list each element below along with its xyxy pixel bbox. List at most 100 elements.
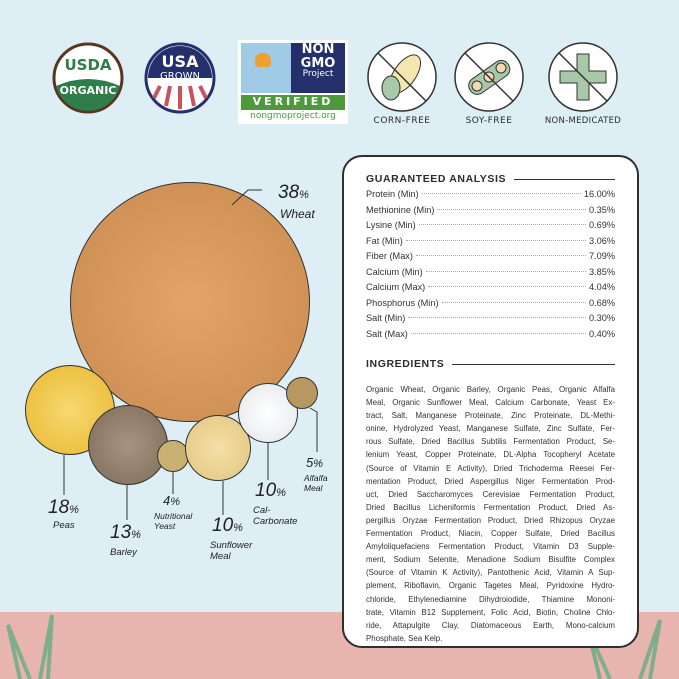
sunflower-meal-circle [185,415,251,481]
nutrient-name: Fiber (Max) [366,251,413,261]
ingredients-text: Organic Wheat, Organic Barley, Organic P… [366,383,615,645]
verified-text: VERIFIED [241,95,345,110]
analysis-row: Protein (Min) 16.00% [366,189,615,205]
analysis-row: Fiber (Max) 7.09% [366,251,615,267]
sunflower-meal-label: Sunflower Meal [210,540,253,563]
barley-percent: 13% [110,522,141,543]
nutritional-yeast-label: Nutritional Yeast [154,511,193,532]
non-text: NON [301,42,335,57]
nutrient-name: Salt (Max) [366,328,408,339]
dot-leader [441,301,586,303]
analysis-row: Calcium (Max) 4.04% [366,282,615,298]
nutrient-value: 3.85% [588,266,615,277]
ingredients-line: chloride, Ethylenediamine Dihydroiodide,… [366,594,615,604]
corn-free-badge: CORN-FREE [365,40,439,130]
nutrient-name: Salt (Min) [366,313,406,323]
ingredients-heading: INGREDIENTS [366,358,615,370]
nutrient-name: Fat (Min) [366,235,403,246]
ingredients-line: (Source of Vitamin K Activity), Pantothe… [366,568,615,578]
nutrient-name: Protein (Min) [366,189,419,199]
medical-cross-icon [548,42,618,112]
ingredients-line: Phosphate, Sea Kelp. [366,633,443,643]
butterfly-icon [241,43,291,93]
alfalfa-meal-label: Alfalfa Meal [304,473,328,494]
nutrition-panel: GUARANTEED ANALYSIS Protein (Min) 16.00% M… [342,155,639,648]
non-medicated-badge: NON-MEDICATED [538,40,628,130]
analysis-row: Salt (Max) 0.40% [366,329,615,345]
analysis-row: Methionine (Min) 0.35% [366,205,615,221]
ingredients-line: uct, Dried Saccharomyces Cerevisiae Ferm… [366,489,615,499]
nutrient-name: Calcium (Min) [366,266,423,277]
dot-leader [425,270,586,272]
alfalfa-meal-circle [286,377,318,409]
nutrient-name: Methionine (Min) [366,204,435,215]
dot-leader [415,255,586,256]
dot-leader [405,239,586,241]
ingredients-line: Amyloliquefaciens Fermentation Product, … [366,542,615,552]
gmo-text: GMO [300,55,336,71]
ingredients-line: plement, Riboflavin, Organic Tagetes Mea… [366,581,615,591]
ingredients-line: ride, Attapulgite Clay, Diatomaceous Ear… [366,620,615,630]
usa-grown-badge: USA GROWN [144,42,216,114]
nutrient-value: 0.30% [588,313,615,323]
nutritional-yeast-percent: 4% [163,493,181,508]
analysis-row: Salt (Min) 0.30% [366,313,615,329]
barley-label: Barley [110,547,137,558]
analysis-table: Protein (Min) 16.00% Methionine (Min) 0.35%… [366,189,615,344]
ingredients-line: ment, Sodium Selenite, Menadione Sodium … [366,555,615,565]
ingredients-line: lenium Yeast, Copper Proteinate, DL-Alph… [366,450,615,460]
wheat-label: Wheat [280,207,315,221]
nutrient-name: Phosphorus (Min) [366,297,439,308]
non-medicated-label: NON-MEDICATED [544,116,622,126]
dot-leader [418,224,586,225]
dot-leader [410,332,586,334]
usda-organic-badge: USDA ORGANIC [52,42,124,114]
ingredients-line: Meal, Organic Sunflower Meal, Calcium Ca… [366,398,615,408]
ingredients-line: tract, Salt, Manganese Proteinate, Zinc … [366,411,615,421]
usa-text: USA [161,52,199,71]
soy-free-label: SOY-FREE [465,116,513,126]
ingredients-line: onine, Hydrolyzed Yeast, Manganese Sulfa… [366,424,615,434]
nutrient-value: 0.69% [588,220,615,230]
dot-leader [428,286,586,287]
ingredients-line: Organic Wheat, Organic Barley, Organic P… [366,385,615,394]
nutrient-value: 4.04% [588,282,615,292]
soybean-icon [454,42,524,112]
project-text: Project [302,69,334,80]
ingredients-line: Dried Bacillus Licheniformis Fermentatio… [366,502,615,512]
guaranteed-analysis-heading: GUARANTEED ANALYSIS [366,173,615,185]
ingredients-line: pergillus Oryzae Fermentation Product, D… [366,515,615,525]
nutritional-yeast-circle [157,440,189,472]
wheat-percent: 38% [278,182,309,203]
grass-decoration [6,614,662,679]
non-gmo-badge: NON GMO Project VERIFIED nongmoproject.o… [238,40,348,124]
cal-carbonate-percent: 10% [255,480,286,501]
grown-text: GROWN [160,71,200,82]
nutrient-name: Calcium (Max) [366,282,426,292]
analysis-row: Fat (Min) 3.06% [366,236,615,252]
analysis-row: Calcium (Min) 3.85% [366,267,615,283]
corn-icon [367,42,437,112]
dot-leader [421,193,581,194]
nutrient-value: 0.35% [588,204,615,215]
ingredients-line: trate, Vitamin B12 Supplement, Folic Aci… [366,607,615,617]
nutrient-value: 3.06% [588,235,615,246]
ingredients-line: mentation Product, Dried Aspergillus Nig… [366,476,615,486]
dot-leader [408,317,586,318]
soy-free-badge: SOY-FREE [452,40,526,130]
ingredients-line: rous Sulfate, Dried Bacillus Subtilis Fe… [366,437,615,447]
ingredients-line: Fermentation Product, Niacin, Copper Sul… [366,529,615,539]
ingredients-line: (Source of Vitamin E Activity), Dried Tr… [366,463,615,473]
nutrient-value: 16.00% [583,189,615,199]
corn-free-label: CORN-FREE [373,116,431,126]
nutrient-value: 0.40% [588,328,615,339]
wheat-circle [70,182,310,422]
peas-percent: 18% [48,497,79,518]
analysis-row: Phosphorus (Min) 0.68% [366,298,615,314]
barley-circle [88,405,168,485]
cal-carbonate-label: Cal-Carbonate [253,505,298,528]
peas-label: Peas [53,520,75,531]
sunflower-meal-percent: 10% [212,515,243,536]
nongmo-url: nongmoproject.org [250,111,336,121]
